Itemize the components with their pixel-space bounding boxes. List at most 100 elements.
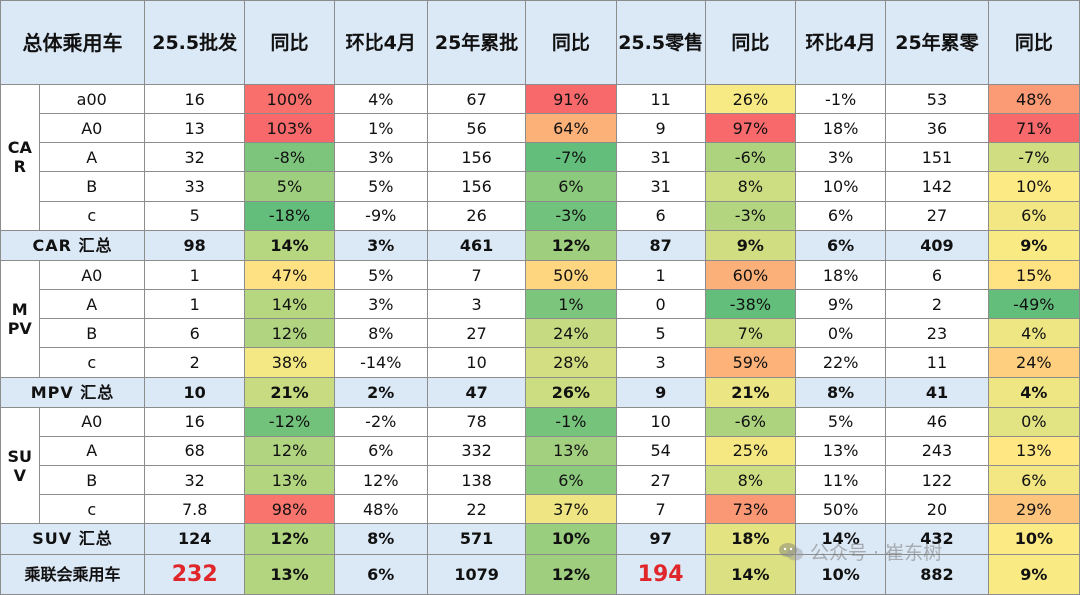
data-cell: 24% [525, 318, 617, 349]
summary-cell: 41 [885, 376, 989, 408]
data-cell: 60% [704, 259, 797, 291]
data-cell: 6 [885, 259, 989, 291]
summary-cell: 21% [244, 376, 335, 408]
data-cell: 100% [244, 83, 335, 115]
data-cell: 5% [794, 406, 887, 437]
data-cell: 5% [333, 259, 428, 291]
data-cell: -38% [704, 289, 797, 320]
data-cell: 27 [426, 318, 527, 349]
data-cell: 13% [987, 435, 1080, 467]
total-label: 乘联会乘用车 [0, 553, 145, 595]
data-cell: 23 [885, 318, 989, 349]
data-cell: 6% [525, 465, 617, 496]
data-cell: -3% [704, 200, 797, 231]
data-cell: 2 [143, 347, 246, 378]
column-header: 同比 [987, 0, 1080, 85]
data-cell: 0% [794, 318, 887, 349]
column-header: 25年累零 [885, 0, 989, 85]
data-cell: 67 [426, 83, 527, 115]
summary-cell: 124 [143, 523, 246, 555]
data-cell: 7% [704, 318, 797, 349]
table-row: c 5 -18% -9% 26 -3% 6 -3% 6% 27 6% [1, 200, 1080, 231]
segment-label: a00 [38, 83, 145, 115]
data-cell: 10 [426, 347, 527, 378]
data-cell: 11 [615, 83, 706, 115]
summary-cell: 21% [704, 376, 797, 408]
data-cell: 6% [987, 465, 1080, 496]
data-cell: 8% [704, 171, 797, 202]
total-cell: 12% [525, 553, 617, 595]
data-cell: 28% [525, 347, 617, 378]
table-row: A 32 -8% 3% 156 -7% 31 -6% 3% 151 -7% [1, 142, 1080, 173]
table-row: c 7.8 98% 48% 22 37% 7 73% 50% 20 29% [1, 494, 1080, 525]
data-cell: 48% [987, 83, 1080, 115]
data-cell: 156 [426, 142, 527, 173]
data-cell: 31 [615, 142, 706, 173]
data-cell: 16 [143, 83, 246, 115]
data-cell: 56 [426, 113, 527, 144]
summary-cell: 4% [987, 376, 1080, 408]
data-cell: 27 [615, 465, 706, 496]
summary-cell: 14% [244, 229, 335, 261]
summary-cell: 10% [987, 523, 1080, 555]
data-cell: 32 [143, 142, 246, 173]
data-cell: 78 [426, 406, 527, 437]
data-cell: 103% [244, 113, 335, 144]
summary-cell: 12% [525, 229, 617, 261]
table-row: A 1 14% 3% 3 1% 0 -38% 9% 2 -49% [1, 289, 1080, 320]
table-row: B 33 5% 5% 156 6% 31 8% 10% 142 10% [1, 171, 1080, 202]
column-header: 25.5零售 [615, 0, 706, 85]
data-cell: -18% [244, 200, 335, 231]
data-cell: -8% [244, 142, 335, 173]
data-cell: 38% [244, 347, 335, 378]
data-cell: -1% [794, 83, 887, 115]
total-cell: 6% [333, 553, 428, 595]
data-cell: 5 [615, 318, 706, 349]
table-row: B 32 13% 12% 138 6% 27 8% 11% 122 6% [1, 465, 1080, 496]
group-label: MPV [0, 259, 40, 378]
data-cell: 5% [333, 171, 428, 202]
data-cell: 12% [333, 465, 428, 496]
data-cell: 151 [885, 142, 989, 173]
data-cell: 50% [525, 259, 617, 291]
data-cell: 64% [525, 113, 617, 144]
data-cell: 13% [244, 465, 335, 496]
table-row: c 2 38% -14% 10 28% 3 59% 22% 11 24% [1, 347, 1080, 378]
data-cell: 9 [615, 113, 706, 144]
data-cell: 10% [794, 171, 887, 202]
table-row: B 6 12% 8% 27 24% 5 7% 0% 23 4% [1, 318, 1080, 349]
group-label: CAR [0, 84, 40, 231]
summary-cell: 2% [333, 376, 428, 408]
segment-label: A [38, 142, 145, 173]
summary-cell: 571 [426, 523, 527, 555]
corner-header: 总体乘用车 [0, 0, 145, 85]
data-cell: 6% [794, 200, 887, 231]
table-body: CAR a00 16 100% 4% 67 91% 11 26% -1% 53 48% A0 13 103%… [0, 83, 1080, 595]
segment-label: A0 [38, 113, 145, 144]
column-header: 同比 [244, 0, 335, 85]
total-cell: 194 [615, 553, 706, 595]
data-cell: 1 [143, 289, 246, 320]
data-cell: 8% [333, 318, 428, 349]
data-cell: 7 [615, 494, 706, 525]
table-row: A 68 12% 6% 332 13% 54 25% 13% 243 13% [1, 435, 1080, 467]
segment-label: B [38, 171, 145, 202]
segment-label: A [38, 289, 145, 320]
total-row: 乘联会乘用车 232 13% 6% 1079 12% 194 14% 10% 882 9% [0, 553, 1080, 595]
segment-label: c [38, 347, 145, 378]
table-row: SUV A0 16 -12% -2% 78 -1% 10 -6% 5% 46 0% [0, 406, 1080, 525]
data-cell: 71% [987, 113, 1080, 144]
data-cell: 31 [615, 171, 706, 202]
data-cell: 10% [987, 171, 1080, 202]
data-cell: 22% [794, 347, 887, 378]
data-cell: 48% [333, 494, 428, 525]
data-cell: -3% [525, 200, 617, 231]
data-cell: 3% [794, 142, 887, 173]
data-cell: 0% [987, 406, 1080, 437]
column-header: 同比 [525, 0, 617, 85]
data-cell: 0 [615, 289, 706, 320]
segment-label: A [38, 435, 145, 467]
summary-cell: 87 [615, 229, 706, 261]
summary-cell: 10 [143, 376, 246, 408]
